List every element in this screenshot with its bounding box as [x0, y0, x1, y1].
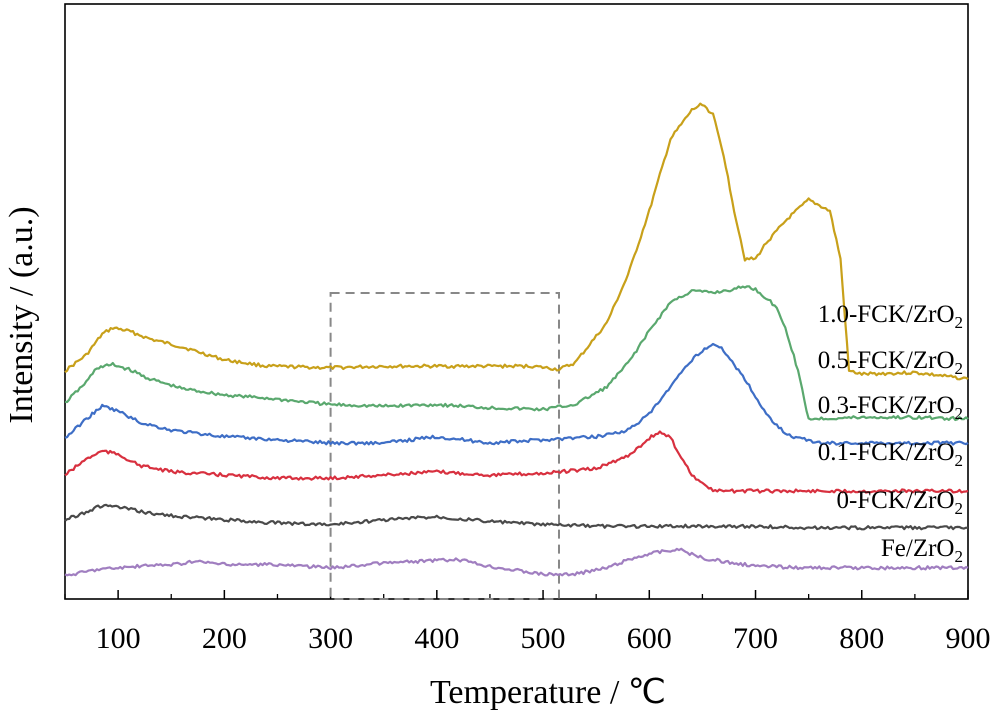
- series-lines: [64, 102, 969, 577]
- series-line-4: [64, 503, 969, 531]
- series-labels: 1.0-FCK/ZrO2 0.5-FCK/ZrO2 0.3-FCK/ZrO2 0.1-…: [818, 301, 963, 566]
- x-tick-label: 200: [202, 622, 247, 655]
- series-label-5: Fe/ZrO2: [881, 535, 963, 566]
- x-tick-label: 600: [627, 622, 672, 655]
- series-line-5: [64, 547, 969, 577]
- x-tick-label: 700: [733, 622, 778, 655]
- x-tick-label: 100: [96, 622, 141, 655]
- series-label-2: 0.3-FCK/ZrO2: [818, 392, 963, 423]
- x-tick-label: 400: [414, 622, 459, 655]
- y-axis-title: Intensity / (a.u.): [3, 206, 40, 423]
- series-line-3: [64, 430, 969, 494]
- series-label-4: 0-FCK/ZrO2: [836, 487, 963, 518]
- x-tick-label: 300: [308, 622, 353, 655]
- highlight-box: [329, 292, 560, 600]
- series-label-3: 0.1-FCK/ZrO2: [818, 439, 963, 470]
- x-tick-label: 900: [946, 622, 991, 655]
- series-line-0: [64, 102, 969, 381]
- series-line-2: [64, 342, 969, 446]
- x-tick-label: 500: [521, 622, 566, 655]
- x-axis-ticks: [64, 590, 969, 599]
- x-tick-label: 800: [839, 622, 884, 655]
- series-label-1: 0.5-FCK/ZrO2: [818, 347, 963, 378]
- x-axis-title: Temperature / ℃: [430, 674, 666, 711]
- series-line-1: [64, 285, 969, 422]
- x-axis-tick-labels: 100 200 300 400 500 600 700 800 900: [96, 622, 991, 655]
- series-label-0: 1.0-FCK/ZrO2: [818, 301, 963, 332]
